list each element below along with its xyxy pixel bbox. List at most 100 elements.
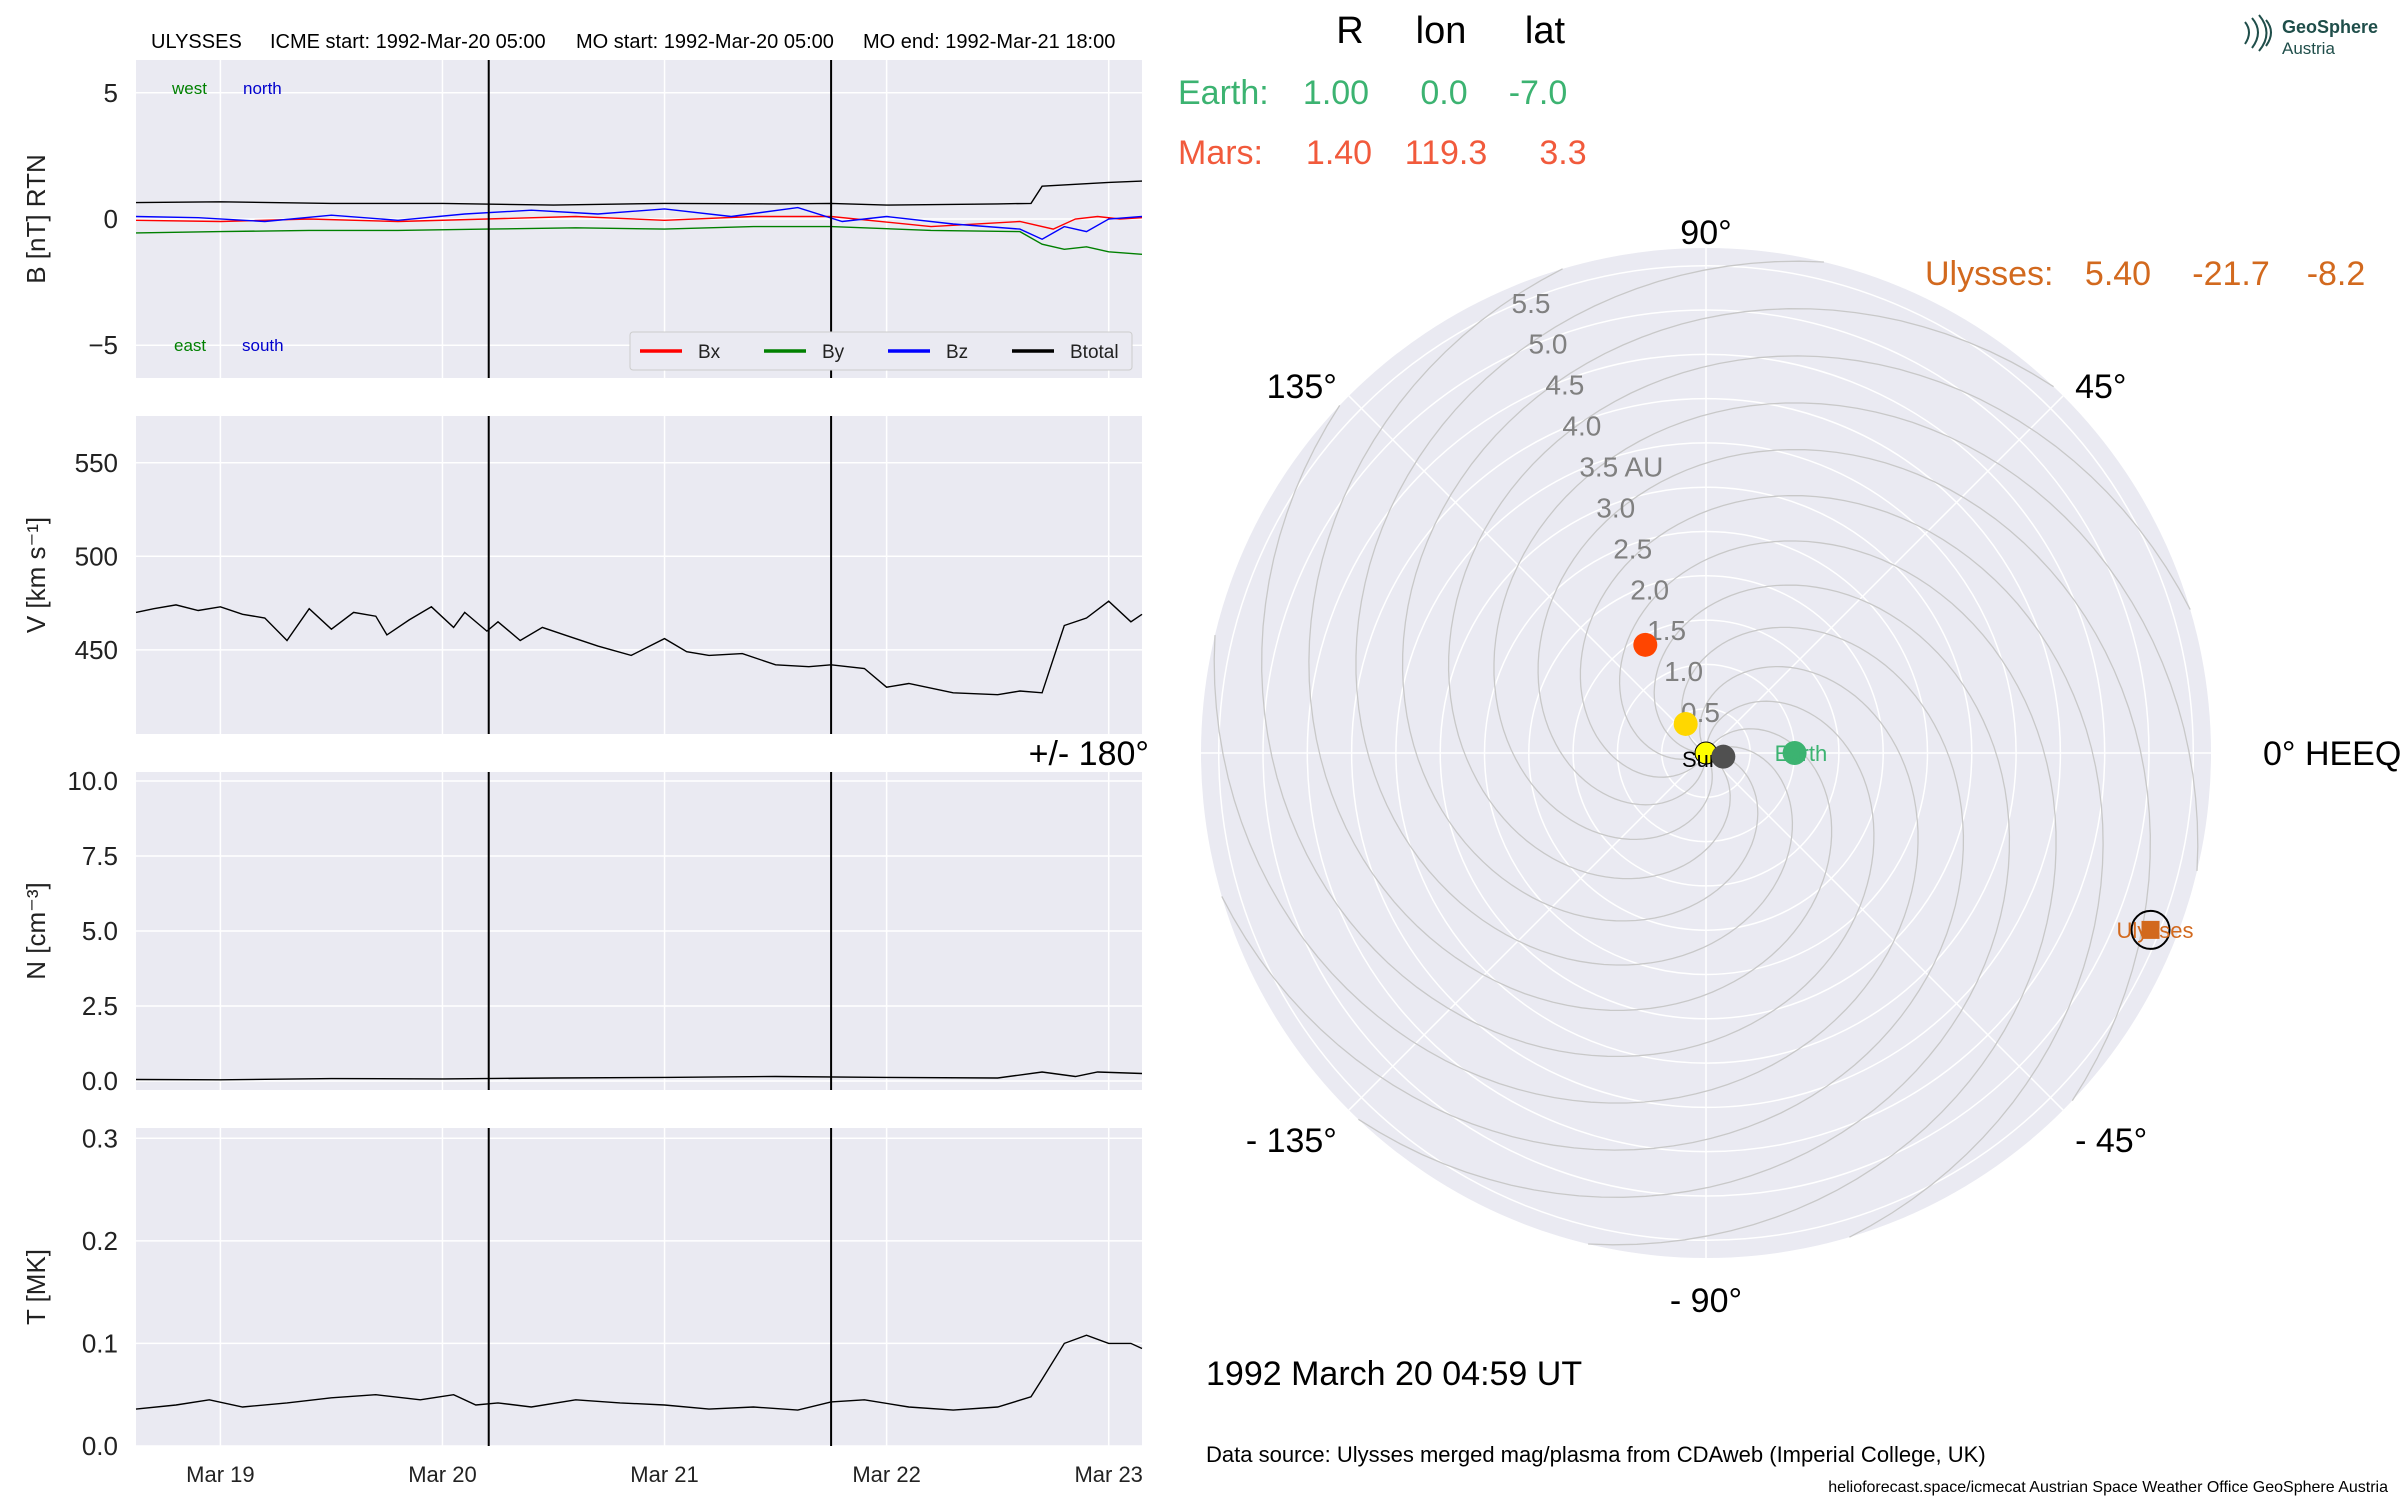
- panel-background: [136, 1128, 1142, 1446]
- label-earth: Earth: [1775, 741, 1828, 766]
- parker-spiral-line: [1401, 308, 2054, 922]
- parker-spiral-line: [1355, 260, 1824, 966]
- series-line-density: [135, 1071, 1143, 1081]
- y-tick-label: 0.0: [82, 1066, 118, 1096]
- x-tick-label: Mar 23: [1074, 1462, 1142, 1487]
- radial-tick-label: 5.0: [1528, 329, 1567, 360]
- angle-label: 0° HEEQ: [2263, 735, 2400, 773]
- marker-ulysses: [2141, 920, 2160, 939]
- logo-line2: Austria: [2282, 39, 2335, 58]
- label-ulysses: Ulysses: [2117, 918, 2194, 943]
- y-tick-label: 450: [75, 635, 118, 665]
- angle-label: +/- 180°: [1029, 735, 1149, 773]
- earth-r: 1.00: [1303, 74, 1369, 112]
- ulysses-lon: -21.7: [2192, 255, 2270, 293]
- icme-start-label: ICME start: 1992-Mar-20 05:00: [270, 31, 546, 53]
- series-line-bx: [135, 215, 1143, 230]
- panel-temperature: 0.3 0.2 0.1 0.0 T [MK] Mar 19 Mar 20 Mar 21 Mar …: [21, 1123, 1143, 1487]
- mo-end-label: MO end: 1992-Mar-21 18:00: [863, 31, 1115, 53]
- y-tick-label: 5: [104, 78, 118, 108]
- legend-box: [629, 331, 1133, 371]
- series-line-temperature: [135, 1334, 1143, 1411]
- angle-label: 45°: [2075, 368, 2126, 406]
- geosphere-logo-icon: [2244, 14, 2272, 52]
- earth-lat: -7.0: [1509, 74, 1568, 112]
- mars-r: 1.40: [1306, 134, 1372, 172]
- position-table: R lon lat Earth: 1.00 0.0 -7.0 Mars: 1.4…: [1178, 10, 2365, 293]
- parker-spiral-line: [1358, 584, 2011, 1198]
- logo-line1: GeoSphere: [2282, 17, 2378, 37]
- y-tick-label: 7.5: [82, 841, 118, 871]
- col-header-r: R: [1336, 10, 1363, 52]
- mars-name: Mars:: [1178, 134, 1263, 172]
- y-tick-label: 10.0: [67, 766, 118, 796]
- ulysses-lat: -8.2: [2307, 255, 2366, 293]
- angular-spoke: [1705, 752, 2064, 1111]
- radial-tick-label: 1.0: [1664, 656, 1703, 687]
- marker-venus: [1711, 744, 1736, 769]
- radial-tick-label: 5.5: [1512, 288, 1551, 319]
- marker-mercury: [1673, 711, 1698, 736]
- logo: GeoSphere Austria: [2244, 14, 2378, 58]
- panel-speed: 550 500 450 V [km s⁻¹]: [21, 416, 1143, 734]
- panel-magnetic-field: 5 0 −5 B [nT] RTN west north east south Bx By Bz Bt…: [21, 60, 1143, 378]
- parker-spiral-line: [1213, 635, 1919, 1104]
- panel-density: 10.0 7.5 5.0 2.5 0.0 N [cm⁻³]: [21, 766, 1143, 1096]
- timeseries-panels: 5 0 −5 B [nT] RTN west north east south Bx By Bz Bt…: [21, 60, 1143, 1487]
- legend-label-btotal: Btotal: [1070, 342, 1119, 363]
- annotation-east: east: [174, 336, 206, 355]
- angular-spoke: [1705, 395, 2064, 754]
- series-line-btotal: [135, 180, 1143, 206]
- earth-lon: 0.0: [1420, 74, 1467, 112]
- legend: Bx By Bz Btotal: [629, 331, 1133, 371]
- col-header-lat: lat: [1525, 10, 1566, 52]
- series-line-bz: [135, 206, 1143, 240]
- parker-spiral-line: [1588, 540, 2057, 1246]
- mars-lon: 119.3: [1405, 134, 1488, 172]
- radial-tick-label: 4.5: [1545, 370, 1584, 401]
- y-tick-label: 0.2: [82, 1226, 118, 1256]
- parker-spiral-line: [1261, 405, 1875, 1058]
- y-tick-label: 0.3: [82, 1123, 118, 1153]
- parker-spiral-line: [1579, 494, 2104, 1238]
- annotation-south: south: [242, 336, 284, 355]
- ulysses-r: 5.40: [2085, 255, 2151, 293]
- chart-header: ULYSSES ICME start: 1992-Mar-20 05:00 MO…: [151, 31, 1115, 53]
- x-tick-label: Mar 19: [186, 1462, 254, 1487]
- mo-start-label: MO start: 1992-Mar-20 05:00: [576, 31, 834, 53]
- parker-spiral-line: [1308, 268, 1833, 1012]
- y-tick-label: 550: [75, 448, 118, 478]
- y-tick-label: 0: [104, 204, 118, 234]
- radial-tick-label: 2.5: [1613, 533, 1652, 564]
- annotation-north: north: [243, 79, 282, 98]
- x-tick-label: Mar 20: [408, 1462, 476, 1487]
- y-tick-label: 5.0: [82, 916, 118, 946]
- y-axis-label: T [MK]: [21, 1249, 51, 1325]
- y-axis-label: V [km s⁻¹]: [21, 517, 51, 633]
- series-line-speed: [135, 600, 1143, 696]
- parker-spiral-line: [1493, 402, 2199, 871]
- y-axis-label: B [nT] RTN: [21, 154, 51, 284]
- x-tick-label: Mar 22: [852, 1462, 920, 1487]
- legend-label-bx: Bx: [698, 342, 721, 363]
- angular-spoke: [1348, 752, 1707, 1111]
- y-tick-label: 500: [75, 541, 118, 571]
- angle-label: 90°: [1680, 214, 1731, 252]
- earth-name: Earth:: [1178, 74, 1269, 112]
- marker-mars: [1633, 632, 1658, 657]
- angle-label: - 45°: [2075, 1122, 2147, 1160]
- y-axis-label: N [cm⁻³]: [21, 882, 51, 980]
- ulysses-highlight-ring: [2130, 909, 2171, 950]
- y-tick-label: 0.0: [82, 1431, 118, 1461]
- x-tick-label: Mar 21: [630, 1462, 698, 1487]
- legend-label-by: By: [822, 342, 845, 363]
- radial-tick-label: 2.0: [1630, 574, 1669, 605]
- ulysses-name: Ulysses:: [1925, 255, 2053, 293]
- polar-plot: 0.51.01.52.02.53.03.5 AU4.04.55.05.50° H…: [1029, 214, 2400, 1320]
- y-tick-label: 2.5: [82, 991, 118, 1021]
- radial-tick-label: 4.0: [1562, 411, 1601, 442]
- parker-spiral-line: [1537, 448, 2151, 1101]
- data-source: Data source: Ulysses merged mag/plasma f…: [1206, 1442, 1986, 1467]
- footer-credits: helioforecast.space/icmecat Austrian Spa…: [1828, 1479, 2388, 1496]
